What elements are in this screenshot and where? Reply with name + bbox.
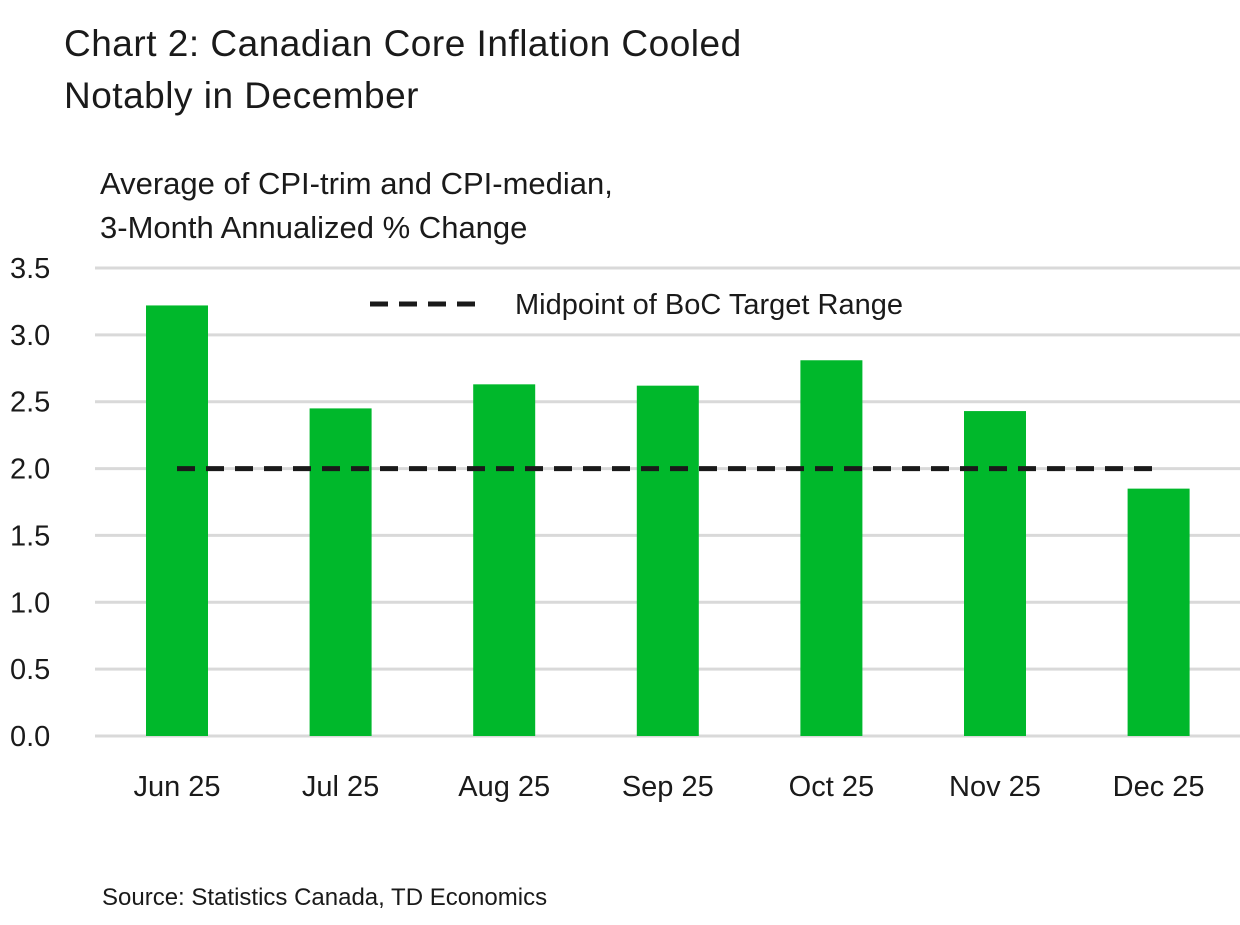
bar bbox=[473, 384, 536, 736]
bar bbox=[800, 360, 863, 736]
y-tick-label: 3.5 bbox=[10, 253, 50, 285]
bar bbox=[636, 385, 699, 736]
x-tick-label: Dec 25 bbox=[1113, 771, 1205, 803]
bar bbox=[964, 411, 1026, 736]
y-tick-label: 3.0 bbox=[10, 320, 50, 352]
bar bbox=[146, 305, 208, 736]
x-tick-label: Aug 25 bbox=[458, 771, 550, 803]
x-tick-label: Nov 25 bbox=[949, 771, 1041, 803]
title-line-1: Chart 2: Canadian Core Inflation Cooled bbox=[64, 23, 742, 64]
source-note: Source: Statistics Canada, TD Economics bbox=[102, 884, 548, 911]
y-tick-label: 1.0 bbox=[10, 587, 50, 619]
y-tick-label: 0.0 bbox=[10, 721, 50, 753]
subtitle-line-1: Average of CPI-trim and CPI-median, bbox=[100, 166, 613, 201]
legend-label: Midpoint of BoC Target Range bbox=[515, 289, 903, 321]
subtitle-line-2: 3-Month Annualized % Change bbox=[100, 210, 528, 245]
x-tick-label: Jun 25 bbox=[133, 771, 220, 803]
y-tick-label: 2.0 bbox=[10, 454, 50, 486]
bar bbox=[309, 408, 372, 736]
chart-title: Chart 2: Canadian Core Inflation Cooled … bbox=[64, 18, 742, 122]
x-tick-label: Jul 25 bbox=[302, 771, 379, 803]
x-tick-label: Sep 25 bbox=[622, 771, 714, 803]
y-tick-label: 1.5 bbox=[10, 520, 50, 552]
y-tick-label: 0.5 bbox=[10, 654, 50, 686]
x-tick-label: Oct 25 bbox=[789, 771, 874, 803]
y-tick-label: 2.5 bbox=[10, 387, 50, 419]
legend: Midpoint of BoC Target Range bbox=[370, 289, 903, 321]
chart-subtitle: Average of CPI-trim and CPI-median, 3-Mo… bbox=[100, 162, 613, 250]
title-line-2: Notably in December bbox=[64, 75, 419, 116]
bar bbox=[1127, 488, 1190, 736]
